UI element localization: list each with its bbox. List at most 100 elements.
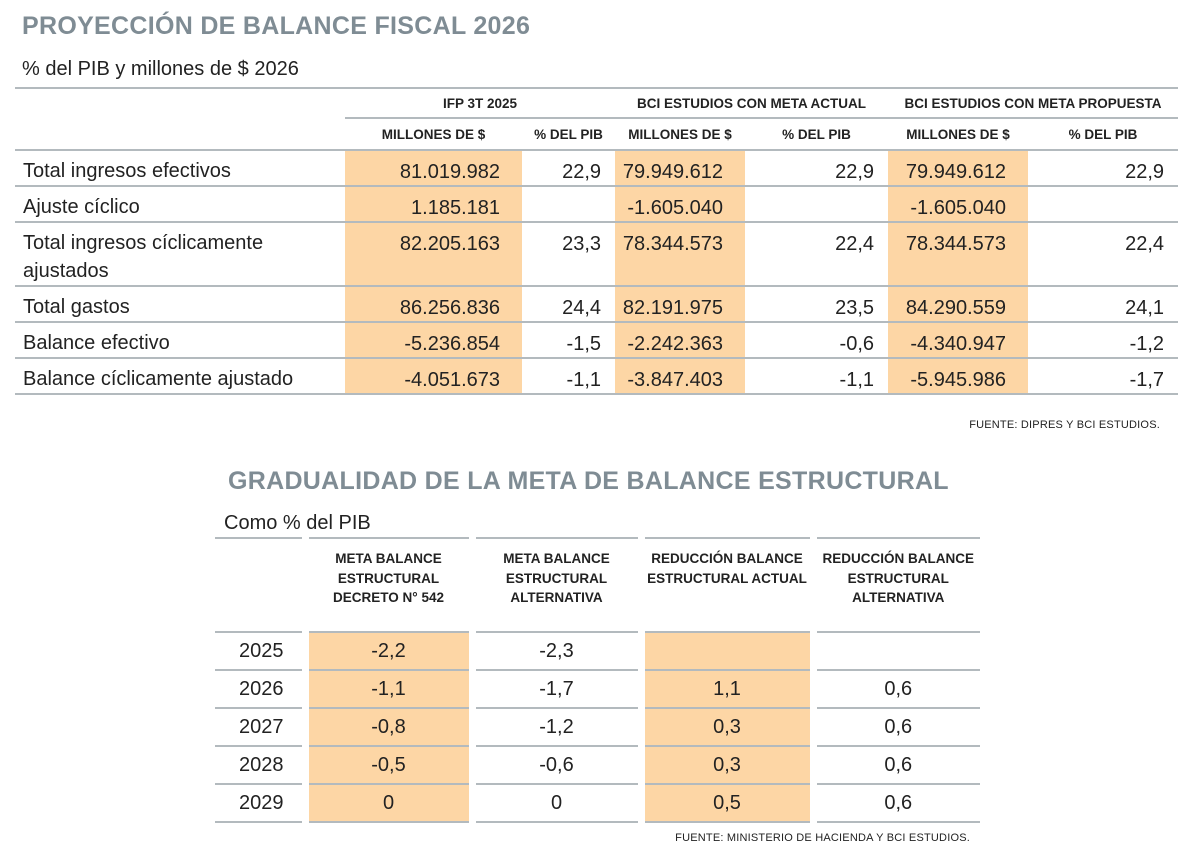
group-header: IFP 3T 2025 bbox=[345, 87, 616, 119]
pct-cell: 24,4 bbox=[522, 286, 616, 323]
pct-cell: -1,7 bbox=[1028, 358, 1179, 395]
column-header: % DEL PIB bbox=[745, 118, 889, 151]
value-cell bbox=[637, 632, 813, 671]
value-cell: 1,1 bbox=[637, 670, 813, 709]
pct-cell: 22,4 bbox=[1028, 222, 1179, 287]
column-header: MILLONES DE $ bbox=[888, 118, 1029, 151]
pct-cell: 22,9 bbox=[522, 150, 616, 187]
group-header-row: IFP 3T 2025 BCI ESTUDIOS CON META ACTUAL… bbox=[15, 87, 1179, 119]
row-label: Total ingresos efectivos bbox=[15, 150, 345, 187]
millones-cell: 79.949.612 bbox=[615, 150, 746, 187]
table-row: Balance cíclicamente ajustado -4.051.673-… bbox=[15, 358, 1179, 395]
millones-cell: -5.236.854 bbox=[345, 322, 522, 359]
pct-cell: -1,1 bbox=[745, 358, 889, 395]
millones-cell: -5.945.986 bbox=[888, 358, 1029, 395]
row-label: Total gastos bbox=[15, 286, 345, 323]
value-cell: 0,3 bbox=[637, 746, 813, 785]
pct-cell: -1,1 bbox=[522, 358, 616, 395]
row-label: Ajuste cíclico bbox=[15, 186, 345, 223]
value-cell: -1,1 bbox=[301, 670, 472, 709]
header-row: META BALANCE ESTRUCTURAL DECRETO N° 542 … bbox=[215, 537, 980, 633]
table-row: 2027 -0,8 -1,2 0,3 0,6 bbox=[215, 708, 980, 747]
millones-cell: 1.185.181 bbox=[345, 186, 522, 223]
millones-cell: 78.344.573 bbox=[615, 222, 746, 287]
value-cell: 0,6 bbox=[809, 708, 980, 747]
table-row: Total ingresos efectivos 81.019.982 22,9 79… bbox=[15, 150, 1179, 187]
row-label: Total ingresos cíclicamente ajustados bbox=[15, 222, 345, 287]
group-header: BCI ESTUDIOS CON META ACTUAL bbox=[615, 87, 889, 119]
column-header: META BALANCE ESTRUCTURAL ALTERNATIVA bbox=[468, 537, 641, 633]
value-cell: 0,6 bbox=[809, 746, 980, 785]
millones-cell: 78.344.573 bbox=[888, 222, 1029, 287]
table-row: 2026 -1,1 -1,7 1,1 0,6 bbox=[215, 670, 980, 709]
pct-cell bbox=[522, 186, 616, 223]
value-cell: 0,5 bbox=[637, 784, 813, 823]
value-cell: -0,8 bbox=[301, 708, 472, 747]
millones-cell: -1.605.040 bbox=[615, 186, 746, 223]
pct-cell: 22,9 bbox=[1028, 150, 1179, 187]
year-cell: 2027 bbox=[215, 708, 305, 747]
value-cell: 0 bbox=[301, 784, 472, 823]
table-row: 2025 -2,2 -2,3 bbox=[215, 632, 980, 671]
value-cell: -1,7 bbox=[468, 670, 641, 709]
table-row: 2029 0 0 0,5 0,6 bbox=[215, 784, 980, 823]
row-label: Balance cíclicamente ajustado bbox=[15, 358, 345, 395]
pct-cell bbox=[745, 186, 889, 223]
pct-cell: 22,9 bbox=[745, 150, 889, 187]
value-cell: -0,5 bbox=[301, 746, 472, 785]
pct-cell: 23,5 bbox=[745, 286, 889, 323]
value-cell: -2,2 bbox=[301, 632, 472, 671]
millones-cell: -2.242.363 bbox=[615, 322, 746, 359]
subheader-row: MILLONES DE $ % DEL PIB MILLONES DE $ % … bbox=[15, 118, 1179, 151]
millones-cell: -1.605.040 bbox=[888, 186, 1029, 223]
gradual-table: META BALANCE ESTRUCTURAL DECRETO N° 542 … bbox=[215, 537, 980, 823]
column-header: % DEL PIB bbox=[522, 118, 616, 151]
column-header: MILLONES DE $ bbox=[615, 118, 746, 151]
gradual-subtitle: Como % del PIB bbox=[224, 512, 371, 534]
year-cell: 2026 bbox=[215, 670, 305, 709]
pct-cell: -0,6 bbox=[745, 322, 889, 359]
column-header: MILLONES DE $ bbox=[345, 118, 522, 151]
gradual-title: GRADUALIDAD DE LA META DE BALANCE ESTRUC… bbox=[228, 467, 949, 495]
gradual-source: FUENTE: MINISTERIO DE HACIENDA Y BCI EST… bbox=[675, 832, 970, 844]
value-cell: -1,2 bbox=[468, 708, 641, 747]
millones-cell: -3.847.403 bbox=[615, 358, 746, 395]
millones-cell: 82.205.163 bbox=[345, 222, 522, 287]
fiscal-table: IFP 3T 2025 BCI ESTUDIOS CON META ACTUAL… bbox=[15, 87, 1179, 395]
fiscal-subtitle: % del PIB y millones de $ 2026 bbox=[22, 58, 299, 80]
table-row: Total gastos 86.256.836 24,4 82.191.975 23,5… bbox=[15, 286, 1179, 323]
year-cell: 2029 bbox=[215, 784, 305, 823]
millones-cell: 82.191.975 bbox=[615, 286, 746, 323]
millones-cell: 84.290.559 bbox=[888, 286, 1029, 323]
pct-cell: 23,3 bbox=[522, 222, 616, 287]
value-cell: 0,6 bbox=[809, 670, 980, 709]
row-label: Balance efectivo bbox=[15, 322, 345, 359]
column-header: META BALANCE ESTRUCTURAL DECRETO N° 542 bbox=[301, 537, 472, 633]
table-row: 2028 -0,5 -0,6 0,3 0,6 bbox=[215, 746, 980, 785]
millones-cell: 81.019.982 bbox=[345, 150, 522, 187]
value-cell: 0,6 bbox=[809, 784, 980, 823]
table-row: Total ingresos cíclicamente ajustados 82.… bbox=[15, 222, 1179, 287]
pct-cell: -1,2 bbox=[1028, 322, 1179, 359]
year-cell: 2025 bbox=[215, 632, 305, 671]
year-cell: 2028 bbox=[215, 746, 305, 785]
value-cell: 0 bbox=[468, 784, 641, 823]
group-header: BCI ESTUDIOS CON META PROPUESTA bbox=[888, 87, 1179, 119]
table-row: Balance efectivo -5.236.854 -1,5 -2.242.363… bbox=[15, 322, 1179, 359]
column-header: REDUCCIÓN BALANCE ESTRUCTURAL ALTERNATIV… bbox=[809, 537, 980, 633]
column-header: % DEL PIB bbox=[1028, 118, 1179, 151]
pct-cell: -1,5 bbox=[522, 322, 616, 359]
value-cell: -2,3 bbox=[468, 632, 641, 671]
pct-cell bbox=[1028, 186, 1179, 223]
pct-cell: 24,1 bbox=[1028, 286, 1179, 323]
value-cell: -0,6 bbox=[468, 746, 641, 785]
millones-cell: 86.256.836 bbox=[345, 286, 522, 323]
millones-cell: 79.949.612 bbox=[888, 150, 1029, 187]
column-header: REDUCCIÓN BALANCE ESTRUCTURAL ACTUAL bbox=[637, 537, 813, 633]
millones-cell: -4.340.947 bbox=[888, 322, 1029, 359]
value-cell: 0,3 bbox=[637, 708, 813, 747]
fiscal-source: FUENTE: DIPRES Y BCI ESTUDIOS. bbox=[969, 419, 1160, 431]
pct-cell: 22,4 bbox=[745, 222, 889, 287]
value-cell bbox=[809, 632, 980, 671]
table-row: Ajuste cíclico 1.185.181 -1.605.040 -1.605.… bbox=[15, 186, 1179, 223]
